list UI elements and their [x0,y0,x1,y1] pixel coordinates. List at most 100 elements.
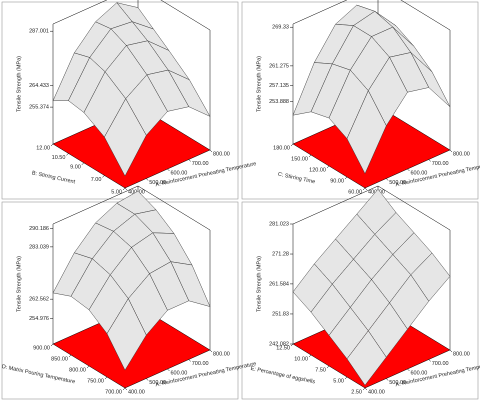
x-tick [124,387,128,391]
y-axis-label: B: Stirring Current [31,170,76,185]
y-tick [344,376,348,380]
y-tick-label: 5.00 [333,378,344,384]
y-tick [362,187,366,191]
x-tick [188,359,191,362]
panel-border [1,1,239,200]
y-tick [102,175,105,178]
y-tick [86,365,90,369]
x-tick-label: 600.00 [171,370,188,376]
panel: 242.082 251.83 261.584 271.28 281.023 Tensile… [241,185,480,400]
y-tick-label: 150.00 [291,156,308,162]
z-tick-label: 262.562 [29,297,49,303]
y-tick-label: 180.00 [273,145,290,151]
y-tick [326,365,330,369]
panel: 255.374 264.433 287.001 Tensile Strength (M… [1,0,257,200]
x-tick [364,187,368,191]
y-tick [344,176,348,180]
y-tick-label: 90.00 [330,178,344,184]
y-axis-label: E: Percentage of eggshells [250,366,316,386]
z-axis-label: Tensile Strength (MPa) [16,56,22,112]
x-tick-label: 700.00 [192,161,209,167]
y-tick-label: 10.50 [52,155,66,161]
y-tick [326,165,330,169]
x-tick-label: 400.00 [368,389,385,395]
y-tick-label: 12.50 [276,345,290,351]
x-tick [449,149,453,153]
x-tick-label: 600.00 [411,370,428,376]
z-tick-label: 281.023 [269,221,289,227]
x-tick [449,349,453,353]
y-tick [290,343,294,347]
x-tick-label: 800.00 [213,151,230,157]
z-tick-label: 254.976 [29,316,49,322]
z-tick-label: 271.28 [272,251,289,257]
z-tick-label: 251.83 [272,311,289,317]
x-tick-label: 800.00 [453,351,470,357]
x-tick-label: 600.00 [171,170,188,176]
x-tick-label: 700.00 [192,361,209,367]
y-tick-label: 900.00 [33,345,50,351]
y-tick [50,343,54,347]
y-tick [68,354,72,358]
y-tick-label: 7.00 [91,177,102,183]
y-tick-label: 120.00 [309,167,326,173]
y-axis-label: D: Matrix Pouring Temperature [1,364,75,385]
y-tick-label: 10.00 [294,356,308,362]
box-edge [52,0,211,31]
x-tick-label: 500.00 [149,380,166,386]
panel: 253.888 257.135 261.275 269.33 Tensile Stren… [241,0,480,200]
panel-border [241,201,479,400]
y-tick-label: 800.00 [69,367,86,373]
y-tick [308,154,312,158]
x-tick-label: 500.00 [389,380,406,386]
surface-cell [106,298,147,371]
z-tick-label: 242.082 [269,341,289,347]
y-tick-label: 60.00 [348,189,362,195]
x-tick-label: 500.00 [149,180,166,186]
z-tick-label: 283.039 [29,244,49,250]
x-tick [364,387,368,391]
box-edge [292,0,451,31]
y-tick-label: 5.00 [111,189,122,195]
x-tick [209,349,213,353]
z-tick-label: 255.374 [29,105,49,111]
z-tick-label: 264.433 [29,83,49,89]
z-tick-label: 290.186 [29,226,49,232]
x-tick-label: 600.00 [411,170,428,176]
x-tick [188,159,191,162]
y-tick [122,387,126,391]
y-tick [290,143,294,147]
z-axis-label: Tensile Strength (MPa) [256,56,262,112]
box-edge [52,185,211,231]
x-tick [209,149,213,153]
y-tick-label: 700.00 [105,389,122,395]
y-tick [66,153,69,156]
y-tick [50,143,54,147]
x-tick [386,378,389,381]
y-tick [104,376,108,380]
x-tick-label: 400.00 [128,389,145,395]
x-tick-label: 700.00 [432,361,449,367]
z-axis-label: Tensile Strength (MPa) [16,256,22,312]
panel-border [241,1,479,200]
y-tick-label: 12.00 [36,145,50,151]
y-tick-label: 750.00 [87,378,104,384]
y-tick-label: 7.50 [315,367,326,373]
x-tick [146,178,149,181]
panel: 254.976 262.562 283.039 290.186 Tensile Stre… [1,185,257,400]
surface-cell [346,330,387,386]
z-tick-label: 287.001 [29,29,49,35]
x-tick [407,168,410,172]
box-edge [292,185,451,231]
z-tick-label: 269.33 [272,25,289,31]
x-tick [167,368,170,372]
surface-cell [104,98,147,177]
y-tick [362,387,366,391]
z-tick-label: 253.888 [269,99,289,105]
x-tick [167,168,170,172]
x-tick [386,178,389,181]
x-tick-label: 700.00 [432,161,449,167]
y-tick-label: 9.00 [70,164,81,170]
x-tick [407,368,410,372]
